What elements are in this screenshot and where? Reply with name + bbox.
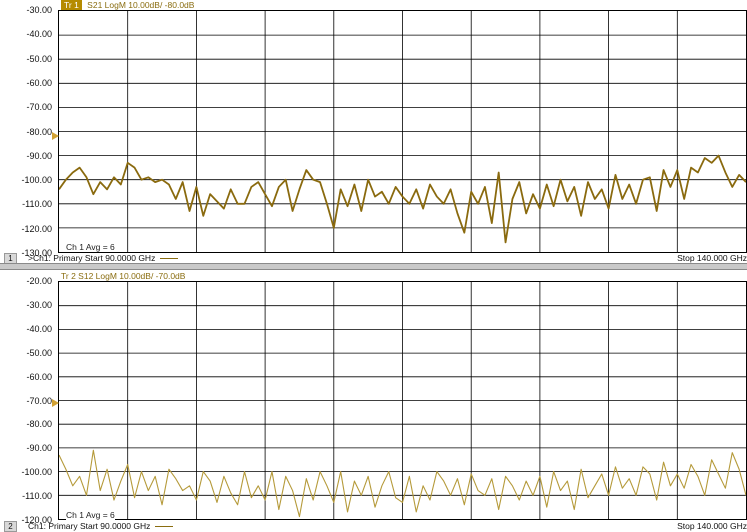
reference-marker-1[interactable] — [52, 132, 59, 140]
trace-1-label: S21 LogM 10.00dB/ -80.0dB — [87, 0, 195, 10]
trace-color-swatch-1 — [160, 258, 179, 260]
y-tick-label: -70.00 — [26, 395, 52, 406]
y-tick-label: -30.00 — [26, 5, 52, 15]
trace-s12-line[interactable] — [59, 449, 746, 518]
y-tick-label: -50.00 — [26, 53, 52, 64]
trace-s21-line[interactable] — [59, 154, 746, 244]
y-tick-label: -120.00 — [21, 515, 52, 525]
trace-1-title[interactable]: Tr 1 S21 LogM 10.00dB/ -80.0dB — [61, 0, 194, 10]
trace-2-badge[interactable]: Tr 2 — [61, 271, 76, 281]
y-tick-label: -100.00 — [21, 467, 52, 478]
y-tick-label: -110.00 — [22, 491, 52, 502]
channel-info-2: Ch1: Primary Start 90.0000 GHz — [28, 521, 174, 531]
averaging-indicator-1: Ch 1 Avg = 6 — [66, 242, 115, 252]
channel-status-bar-2: 2 Ch1: Primary Start 90.0000 GHz Stop 14… — [0, 521, 747, 532]
y-tick-label: -110.00 — [22, 199, 52, 210]
window-number-2[interactable]: 2 — [4, 521, 17, 532]
channel-info-1: >Ch1: Primary Start 90.0000 GHz — [28, 253, 179, 263]
y-tick-label: -40.00 — [26, 29, 52, 40]
averaging-indicator-2: Ch 1 Avg = 6 — [66, 510, 115, 520]
start-frequency-1: >Ch1: Primary Start 90.0000 GHz — [28, 253, 156, 263]
y-tick-label: -120.00 — [21, 223, 52, 234]
y-tick-label: -20.00 — [26, 276, 52, 286]
window-splitter[interactable] — [0, 263, 747, 270]
y-tick-label: -60.00 — [26, 77, 52, 88]
y-tick-label: -90.00 — [26, 150, 52, 161]
avg-value: 6 — [110, 510, 115, 520]
stop-frequency-1: Stop 140.000 GHz — [677, 253, 747, 263]
avg-value: 6 — [110, 242, 115, 252]
plot-area-s12[interactable] — [58, 281, 747, 520]
plot-area-s21[interactable] — [58, 10, 747, 253]
y-tick-label: -70.00 — [26, 102, 52, 113]
y-tick-label: -80.00 — [26, 419, 52, 430]
reference-marker-2[interactable] — [52, 399, 59, 407]
s21-chart — [59, 11, 746, 252]
start-frequency-2: Ch1: Primary Start 90.0000 GHz — [28, 521, 151, 531]
channel-status-bar-1: 1 >Ch1: Primary Start 90.0000 GHz Stop 1… — [0, 253, 747, 264]
y-tick-label: -100.00 — [21, 175, 52, 186]
avg-label: Ch 1 Avg = — [66, 510, 108, 520]
y-tick-label: -40.00 — [26, 323, 52, 334]
y-tick-label: -60.00 — [26, 371, 52, 382]
channel-window-1[interactable]: Tr 1 S21 LogM 10.00dB/ -80.0dB -30.00 -40… — [0, 0, 747, 264]
y-tick-label: -30.00 — [26, 299, 52, 310]
s12-chart — [59, 282, 746, 519]
trace-2-label: S12 LogM 10.00dB/ -70.0dB — [78, 271, 186, 281]
channel-window-2[interactable]: Tr 2 S12 LogM 10.00dB/ -70.0dB -20.00 -30… — [0, 270, 747, 532]
trace-2-title[interactable]: Tr 2 S12 LogM 10.00dB/ -70.0dB — [61, 271, 185, 281]
y-tick-label: -80.00 — [26, 126, 52, 137]
y-tick-label: -50.00 — [26, 347, 52, 358]
trace-color-swatch-2 — [155, 526, 174, 528]
avg-label: Ch 1 Avg = — [66, 242, 108, 252]
y-tick-label: -130.00 — [21, 248, 52, 258]
stop-frequency-2: Stop 140.000 GHz — [677, 521, 747, 531]
y-tick-label: -90.00 — [26, 443, 52, 454]
trace-1-badge[interactable]: Tr 1 — [61, 0, 82, 10]
